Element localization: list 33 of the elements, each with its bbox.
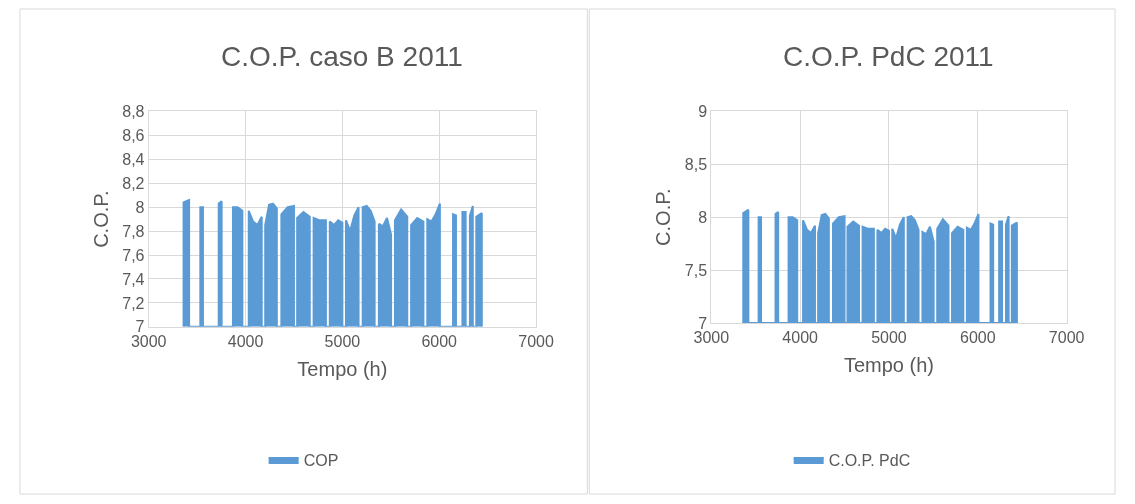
legend-label: COP xyxy=(303,452,339,470)
y-axis-title: C.O.P. xyxy=(652,188,675,246)
x-tick-label: 4000 xyxy=(227,333,264,351)
y-tick-label: 8,4 xyxy=(122,150,145,168)
y-tick-label: 7 xyxy=(135,318,145,336)
y-tick-label: 9 xyxy=(698,102,708,120)
x-tick-label: 3000 xyxy=(130,333,167,351)
x-tick-label: 6000 xyxy=(421,333,458,351)
y-tick-label: 8,6 xyxy=(122,126,145,144)
x-tick-label: 3000 xyxy=(693,329,730,347)
y-tick-label: 8,2 xyxy=(122,174,145,192)
y-axis-title: C.O.P. xyxy=(89,190,112,248)
x-axis-title: Tempo (h) xyxy=(843,353,934,376)
x-axis-title: Tempo (h) xyxy=(297,357,388,380)
y-tick-label: 7,6 xyxy=(122,246,145,264)
y-tick-label: 7,5 xyxy=(684,261,708,279)
chart-title: C.O.P. PdC 2011 xyxy=(783,41,994,72)
x-tick-label: 4000 xyxy=(782,329,819,347)
y-tick-label: 8,8 xyxy=(122,102,145,120)
y-tick-label: 8 xyxy=(698,208,708,226)
y-tick-label: 7,8 xyxy=(122,222,145,240)
x-tick-label: 7000 xyxy=(1048,329,1085,347)
x-tick-label: 5000 xyxy=(324,333,361,351)
legend-label: C.O.P. PdC xyxy=(828,452,911,470)
y-tick-label: 8,5 xyxy=(684,155,708,173)
chart-title: C.O.P. caso B 2011 xyxy=(221,41,463,72)
y-tick-label: 7 xyxy=(698,314,708,332)
x-tick-label: 6000 xyxy=(960,329,996,347)
y-tick-label: 7,2 xyxy=(122,294,145,312)
x-tick-label: 5000 xyxy=(871,329,907,347)
x-tick-label: 7000 xyxy=(518,333,554,351)
y-tick-label: 8 xyxy=(135,198,145,216)
y-tick-label: 7,4 xyxy=(122,270,145,288)
